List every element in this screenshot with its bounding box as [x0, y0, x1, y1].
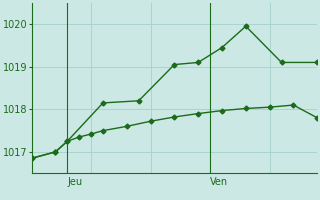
Text: Jeu: Jeu [67, 177, 83, 187]
Text: Ven: Ven [210, 177, 228, 187]
